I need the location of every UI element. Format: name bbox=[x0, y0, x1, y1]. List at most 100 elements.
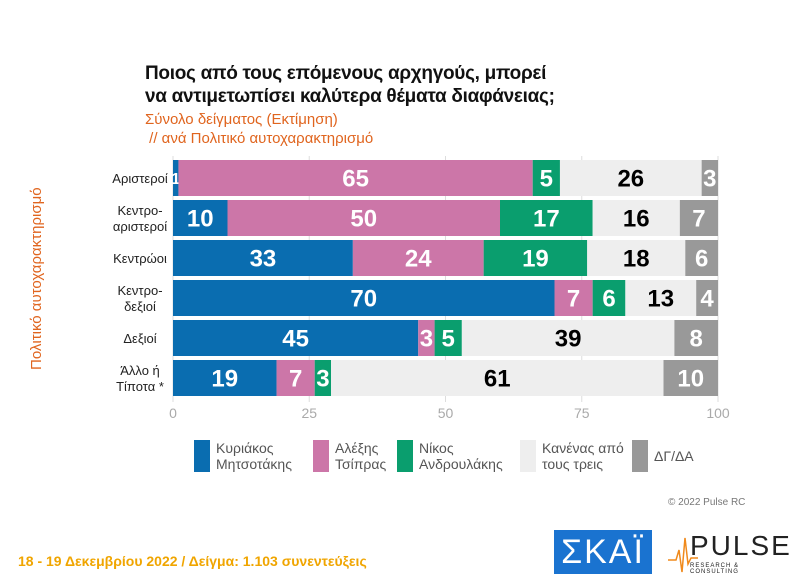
data-label: 39 bbox=[555, 326, 582, 353]
pulse-logo: PULSE RESEARCH & CONSULTING bbox=[668, 530, 790, 576]
data-label: 10 bbox=[187, 206, 214, 233]
data-label: 10 bbox=[677, 366, 704, 393]
legend-item: ΔΓ/ΔΑ bbox=[632, 440, 714, 472]
data-label: 17 bbox=[533, 206, 560, 233]
bar-segment bbox=[625, 280, 697, 316]
data-label: 24 bbox=[405, 246, 432, 273]
bar-segment bbox=[352, 240, 484, 276]
subtitle: Σύνολο δείγματος (Εκτίμηση) bbox=[145, 111, 338, 128]
bar-segment bbox=[532, 160, 560, 196]
category-label: Τίποτα * bbox=[116, 379, 164, 394]
legend-label: Κυριάκος Μητσοτάκης bbox=[216, 440, 292, 472]
data-label: 5 bbox=[540, 166, 553, 193]
bar-segment bbox=[701, 160, 718, 196]
bar-segment bbox=[592, 200, 680, 236]
legend-label: ΔΓ/ΔΑ bbox=[654, 448, 694, 464]
bar-segment bbox=[461, 320, 675, 356]
bar-segment bbox=[679, 200, 718, 236]
data-label: 50 bbox=[350, 206, 377, 233]
legend-item: Κανένας από τους τρεις bbox=[520, 440, 632, 472]
data-label: 3 bbox=[316, 366, 329, 393]
bar-segment bbox=[173, 360, 277, 396]
bar-segment bbox=[173, 160, 179, 196]
bar-segment bbox=[173, 200, 228, 236]
x-tick-label: 50 bbox=[438, 405, 454, 421]
bar-segment bbox=[418, 320, 435, 356]
bar-segment bbox=[685, 240, 718, 276]
title-line: Ποιος από τους επόμενους αρχηγούς, μπορε… bbox=[145, 63, 547, 84]
data-label: 19 bbox=[522, 246, 549, 273]
data-label: 6 bbox=[695, 246, 708, 273]
data-label: 65 bbox=[342, 166, 369, 193]
data-label: 6 bbox=[602, 286, 615, 313]
bar-segment bbox=[276, 360, 315, 396]
bar-segment bbox=[173, 320, 419, 356]
bar-segment bbox=[483, 240, 588, 276]
legend-swatch bbox=[194, 440, 210, 472]
data-label: 7 bbox=[289, 366, 302, 393]
chart-title: Ποιος από τους επόμενους αρχηγούς, μπορε… bbox=[145, 62, 555, 108]
subtitle: // ανά Πολιτικό αυτοχαρακτηρισμό bbox=[145, 130, 374, 147]
category-label: Κεντρο- bbox=[117, 283, 162, 298]
legend-item: Νίκος Ανδρουλάκης bbox=[397, 440, 519, 472]
category-label: δεξιοί bbox=[124, 299, 156, 314]
data-label: 3 bbox=[420, 326, 433, 353]
bar-segment bbox=[173, 240, 353, 276]
category-label: Άλλο ή bbox=[120, 363, 160, 378]
data-label: 61 bbox=[484, 366, 511, 393]
title-line: να αντιμετωπίσει καλύτερα θέματα διαφάνε… bbox=[145, 86, 555, 107]
category-label: Δεξιοί bbox=[123, 331, 156, 346]
data-label: 4 bbox=[700, 286, 714, 313]
bar-segment bbox=[178, 160, 533, 196]
pulse-wave-icon bbox=[668, 537, 698, 573]
bar-segment bbox=[554, 280, 593, 316]
bar-segment bbox=[663, 360, 718, 396]
category-label: αριστεροί bbox=[113, 219, 167, 234]
data-label: 19 bbox=[211, 366, 238, 393]
bar-segment bbox=[592, 280, 626, 316]
legend-label: Κανένας από τους τρεις bbox=[542, 440, 624, 472]
bar-segment bbox=[314, 360, 332, 396]
x-tick-label: 75 bbox=[574, 405, 590, 421]
data-label: 70 bbox=[350, 286, 377, 313]
skai-logo: ΣΚΑΪ bbox=[554, 530, 652, 574]
data-label: 7 bbox=[567, 286, 580, 313]
bar-segment bbox=[227, 200, 500, 236]
bar-segment bbox=[674, 320, 718, 356]
legend-label: Νίκος Ανδρουλάκης bbox=[419, 440, 503, 472]
data-label: 16 bbox=[623, 206, 650, 233]
bar-segment bbox=[696, 280, 718, 316]
data-label: 33 bbox=[250, 246, 277, 273]
data-label: 8 bbox=[690, 326, 703, 353]
data-label: 13 bbox=[647, 286, 674, 313]
x-tick-label: 0 bbox=[169, 405, 177, 421]
data-label: 26 bbox=[617, 166, 644, 193]
legend-swatch bbox=[313, 440, 329, 472]
x-tick-label: 25 bbox=[301, 405, 317, 421]
legend-item: Κυριάκος Μητσοτάκης bbox=[194, 440, 316, 472]
data-label: 3 bbox=[703, 166, 716, 193]
bar-segment bbox=[331, 360, 664, 396]
data-label: 5 bbox=[442, 326, 455, 353]
legend-label: Αλέξης Τσίπρας bbox=[335, 440, 387, 472]
bar-segment bbox=[559, 160, 702, 196]
x-tick-label: 100 bbox=[706, 405, 730, 421]
legend-swatch bbox=[632, 440, 648, 472]
bar-segment bbox=[173, 280, 555, 316]
data-label: 1 bbox=[171, 171, 180, 188]
data-label: 18 bbox=[623, 246, 650, 273]
data-label: 45 bbox=[282, 326, 309, 353]
legend-swatch bbox=[520, 440, 536, 472]
category-label: Αριστεροί bbox=[112, 171, 168, 186]
data-label: 7 bbox=[692, 206, 705, 233]
bar-segment bbox=[434, 320, 462, 356]
survey-info: 18 - 19 Δεκεμβρίου 2022 / Δείγμα: 1.103 … bbox=[18, 553, 367, 569]
copyright: © 2022 Pulse RC bbox=[668, 497, 746, 508]
legend-item: Αλέξης Τσίπρας bbox=[313, 440, 405, 472]
bar-segment bbox=[500, 200, 593, 236]
category-label: Κεντρώοι bbox=[113, 251, 167, 266]
legend-swatch bbox=[397, 440, 413, 472]
category-label: Κεντρο- bbox=[117, 203, 162, 218]
bar-segment bbox=[587, 240, 686, 276]
